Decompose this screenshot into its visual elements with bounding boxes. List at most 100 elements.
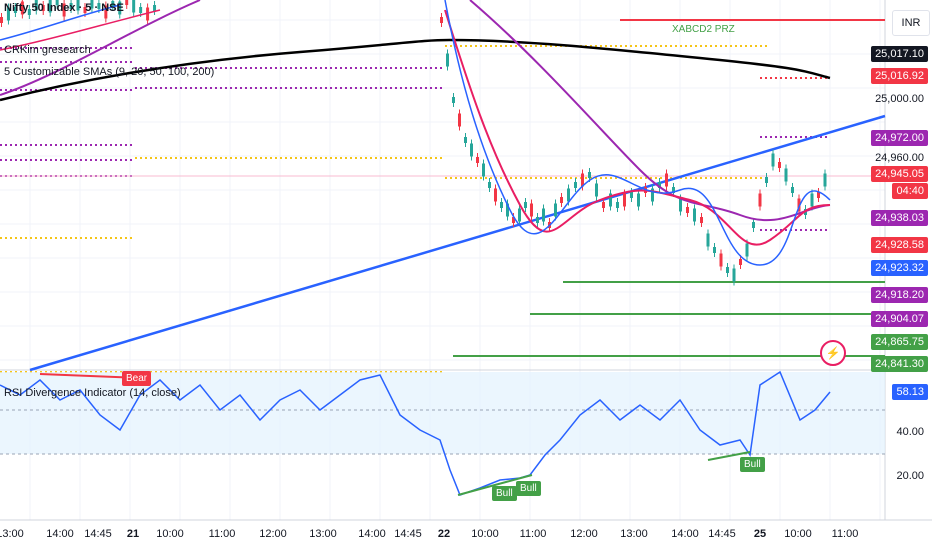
candle-body	[139, 7, 143, 13]
candle-body	[554, 203, 557, 217]
candle-body	[118, 1, 122, 15]
time-label: 13:00	[620, 528, 648, 540]
candle-body	[464, 137, 467, 143]
candle-body	[784, 168, 788, 182]
candle-body	[581, 173, 584, 187]
candle-body	[719, 253, 723, 267]
candle-body	[512, 217, 515, 223]
time-label: 10:00	[784, 528, 812, 540]
time-label: 12:00	[570, 528, 598, 540]
candle-body	[62, 3, 66, 17]
candle-body	[6, 7, 10, 21]
bull-badge-3: Bull	[740, 457, 765, 472]
time-label: 13:00	[309, 528, 337, 540]
time-label: 14:45	[84, 528, 112, 540]
time-label: 14:45	[394, 528, 422, 540]
trend-line	[29, 114, 886, 372]
candle-body	[732, 268, 736, 282]
candle-body	[452, 97, 455, 103]
candle-body	[739, 259, 742, 265]
candle-body	[524, 202, 527, 208]
currency-button[interactable]: INR	[892, 10, 930, 36]
price-label: 24,928.58	[871, 237, 928, 253]
candle-body	[672, 187, 675, 193]
candle-body	[41, 5, 45, 11]
sma-9	[444, 0, 831, 266]
time-label: 11:00	[519, 528, 547, 540]
study-label-1[interactable]: CRKim gresearch	[4, 44, 91, 56]
time-label: 12:00	[259, 528, 287, 540]
time-label: 22	[437, 528, 451, 540]
price-label: 24,918.20	[871, 287, 928, 303]
candle-body	[69, 3, 73, 9]
candle-body	[817, 192, 820, 198]
candle-body	[823, 173, 827, 187]
sma-50	[469, 0, 831, 222]
candle-body	[771, 153, 775, 167]
candle-body	[440, 17, 443, 23]
time-label: 14:00	[671, 528, 699, 540]
candle-body	[97, 3, 101, 9]
candle-body	[482, 163, 485, 177]
candle-body	[810, 193, 814, 207]
flash-icon[interactable]: ⚡	[820, 340, 846, 366]
candle-body	[13, 7, 17, 13]
sma-100-left	[0, 0, 201, 96]
price-label: 24,960.00	[875, 152, 924, 164]
candle-body	[476, 157, 479, 163]
moving-averages	[0, 0, 831, 266]
pattern-label: XABCD2 PRZ	[672, 24, 735, 35]
candle-body	[609, 193, 612, 207]
time-label: 21	[126, 528, 140, 540]
rsi-level-20: 20.00	[896, 470, 924, 482]
candle-body	[745, 243, 749, 257]
bear-badge: Bear	[122, 371, 152, 386]
candle-body	[623, 193, 626, 207]
candle-body	[83, 7, 87, 13]
price-label: 24,972.00	[871, 130, 928, 146]
candle-body	[104, 5, 108, 19]
rsi-value-label: 58.13	[892, 384, 928, 400]
price-label: 25,000.00	[875, 93, 924, 105]
candle-body	[752, 222, 755, 228]
candle-body	[518, 208, 521, 222]
time-label: 14:00	[46, 528, 74, 540]
sma-20	[444, 9, 831, 246]
price-label: 24,904.07	[871, 311, 928, 327]
candle-body	[153, 5, 157, 11]
price-label: 25,016.92	[871, 68, 928, 84]
candle-body	[665, 173, 668, 187]
candle-body	[651, 188, 654, 202]
candle-body	[90, 0, 94, 9]
candle-body	[494, 188, 497, 202]
candle-body	[588, 172, 591, 178]
price-label: 04:40	[892, 183, 928, 199]
rsi-line	[0, 370, 831, 496]
candle-body	[602, 202, 605, 208]
price-label: 24,923.32	[871, 260, 928, 276]
symbol-title[interactable]: Nifty 50 Index · 5 · NSE	[4, 2, 124, 14]
price-label: 24,865.75	[871, 334, 928, 350]
candle-body	[125, 0, 129, 5]
candle-body	[470, 143, 473, 157]
rsi-title[interactable]: RSI Divergence Indicator (14, close)	[4, 387, 181, 399]
candle-body	[630, 192, 633, 198]
candle-body	[765, 177, 768, 183]
study-label-sma[interactable]: 5 Customizable SMAs (9, 20, 50, 100, 200…	[4, 66, 215, 78]
candle-body	[758, 193, 762, 207]
candle-body	[48, 0, 52, 13]
candle-body	[726, 267, 729, 273]
candle-body	[542, 208, 545, 222]
candle-body	[560, 197, 563, 203]
sma-200	[0, 38, 831, 102]
candle-body	[446, 53, 449, 67]
time-label: 10:00	[156, 528, 184, 540]
candle-body	[679, 198, 682, 212]
candle-body	[686, 207, 689, 213]
time-label: 14:45	[708, 528, 736, 540]
candle-body	[797, 198, 801, 212]
price-label: 24,945.05	[871, 166, 928, 182]
candle-body	[791, 187, 794, 193]
candle-body	[146, 7, 150, 21]
